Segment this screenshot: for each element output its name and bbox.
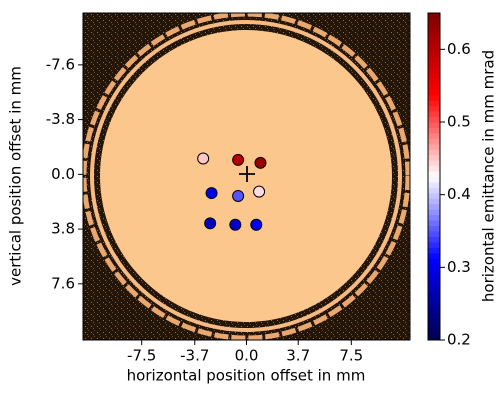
- colorbar-band: [428, 318, 440, 324]
- colorbar-tick-label: 0.6: [447, 40, 471, 58]
- colorbar-band: [428, 62, 440, 68]
- x-axis-label: horizontal position offset in mm: [127, 367, 366, 385]
- y-tick-label: 3.8: [51, 220, 75, 238]
- y-tick-label: -7.6: [46, 55, 75, 73]
- colorbar-band: [428, 160, 440, 166]
- colorbar-band: [428, 40, 440, 46]
- colorbar-band: [428, 155, 440, 161]
- x-tick-label: -7.5: [127, 347, 156, 365]
- colorbar-band: [428, 204, 440, 210]
- colorbar-band: [428, 324, 440, 330]
- colorbar-band: [428, 57, 440, 63]
- point: [198, 153, 209, 164]
- colorbar-band: [428, 215, 440, 221]
- colorbar-band: [428, 231, 440, 237]
- colorbar-band: [428, 35, 440, 41]
- colorbar-band: [428, 95, 440, 101]
- colorbar-band: [428, 177, 440, 183]
- colorbar-band: [428, 253, 440, 259]
- y-tick-label: -3.8: [46, 110, 75, 128]
- colorbar-band: [428, 106, 440, 112]
- colorbar-band: [428, 275, 440, 281]
- point: [233, 190, 244, 201]
- colorbar-label: horizontal emittance in mm mrad: [480, 50, 498, 302]
- point: [254, 186, 265, 197]
- colorbar-band: [428, 187, 440, 193]
- colorbar-band: [428, 209, 440, 215]
- colorbar-band: [428, 89, 440, 95]
- y-axis-label: vertical position offset in mm: [7, 66, 25, 286]
- colorbar-band: [428, 307, 440, 313]
- colorbar-band: [428, 269, 440, 275]
- colorbar-tick-label: 0.3: [447, 258, 471, 276]
- colorbar-band: [428, 291, 440, 297]
- chart: horizontal position offset in mm vertica…: [0, 0, 502, 389]
- colorbar-band: [428, 24, 440, 30]
- point: [255, 157, 266, 168]
- colorbar-band: [428, 296, 440, 302]
- colorbar-band: [428, 220, 440, 226]
- colorbar-band: [428, 247, 440, 253]
- colorbar-band: [428, 122, 440, 128]
- colorbar-band: [428, 127, 440, 133]
- colorbar-band: [428, 84, 440, 90]
- colorbar-band: [428, 264, 440, 270]
- colorbar-band: [428, 100, 440, 106]
- y-tick-label: 7.6: [51, 274, 75, 292]
- colorbar-band: [428, 193, 440, 199]
- y-tick-label: 0.0: [51, 165, 75, 183]
- colorbar-band: [428, 302, 440, 308]
- colorbar-band: [428, 182, 440, 188]
- colorbar-band: [428, 242, 440, 248]
- x-tick-label: 3.7: [286, 347, 310, 365]
- x-tick-label: 7.5: [339, 347, 363, 365]
- colorbar-band: [428, 329, 440, 335]
- colorbar-tick-label: 0.4: [447, 185, 471, 203]
- colorbar-band: [428, 144, 440, 150]
- colorbar-band: [428, 133, 440, 139]
- colorbar-band: [428, 280, 440, 286]
- colorbar-band: [428, 29, 440, 35]
- colorbar-band: [428, 236, 440, 242]
- colorbar-band: [428, 138, 440, 144]
- point: [230, 219, 241, 230]
- x-tick-label: -3.7: [180, 347, 209, 365]
- colorbar-band: [428, 117, 440, 123]
- colorbar-tick-label: 0.2: [447, 331, 471, 349]
- point: [205, 218, 216, 229]
- colorbar-band: [428, 313, 440, 319]
- colorbar-band: [428, 78, 440, 84]
- colorbar-tick-label: 0.5: [447, 113, 471, 131]
- colorbar-band: [428, 51, 440, 57]
- colorbar-band: [428, 73, 440, 79]
- colorbar-band: [428, 111, 440, 117]
- colorbar-band: [428, 258, 440, 264]
- colorbar-band: [428, 68, 440, 74]
- colorbar-band: [428, 13, 440, 19]
- point: [206, 188, 217, 199]
- point: [251, 219, 262, 230]
- colorbar-band: [428, 198, 440, 204]
- colorbar-band: [428, 286, 440, 292]
- colorbar-band: [428, 149, 440, 155]
- colorbar-band: [428, 166, 440, 172]
- colorbar-band: [428, 226, 440, 232]
- colorbar-band: [428, 46, 440, 52]
- point: [233, 154, 244, 165]
- colorbar-band: [428, 18, 440, 24]
- colorbar-band: [428, 171, 440, 177]
- x-tick-label: 0.0: [235, 347, 259, 365]
